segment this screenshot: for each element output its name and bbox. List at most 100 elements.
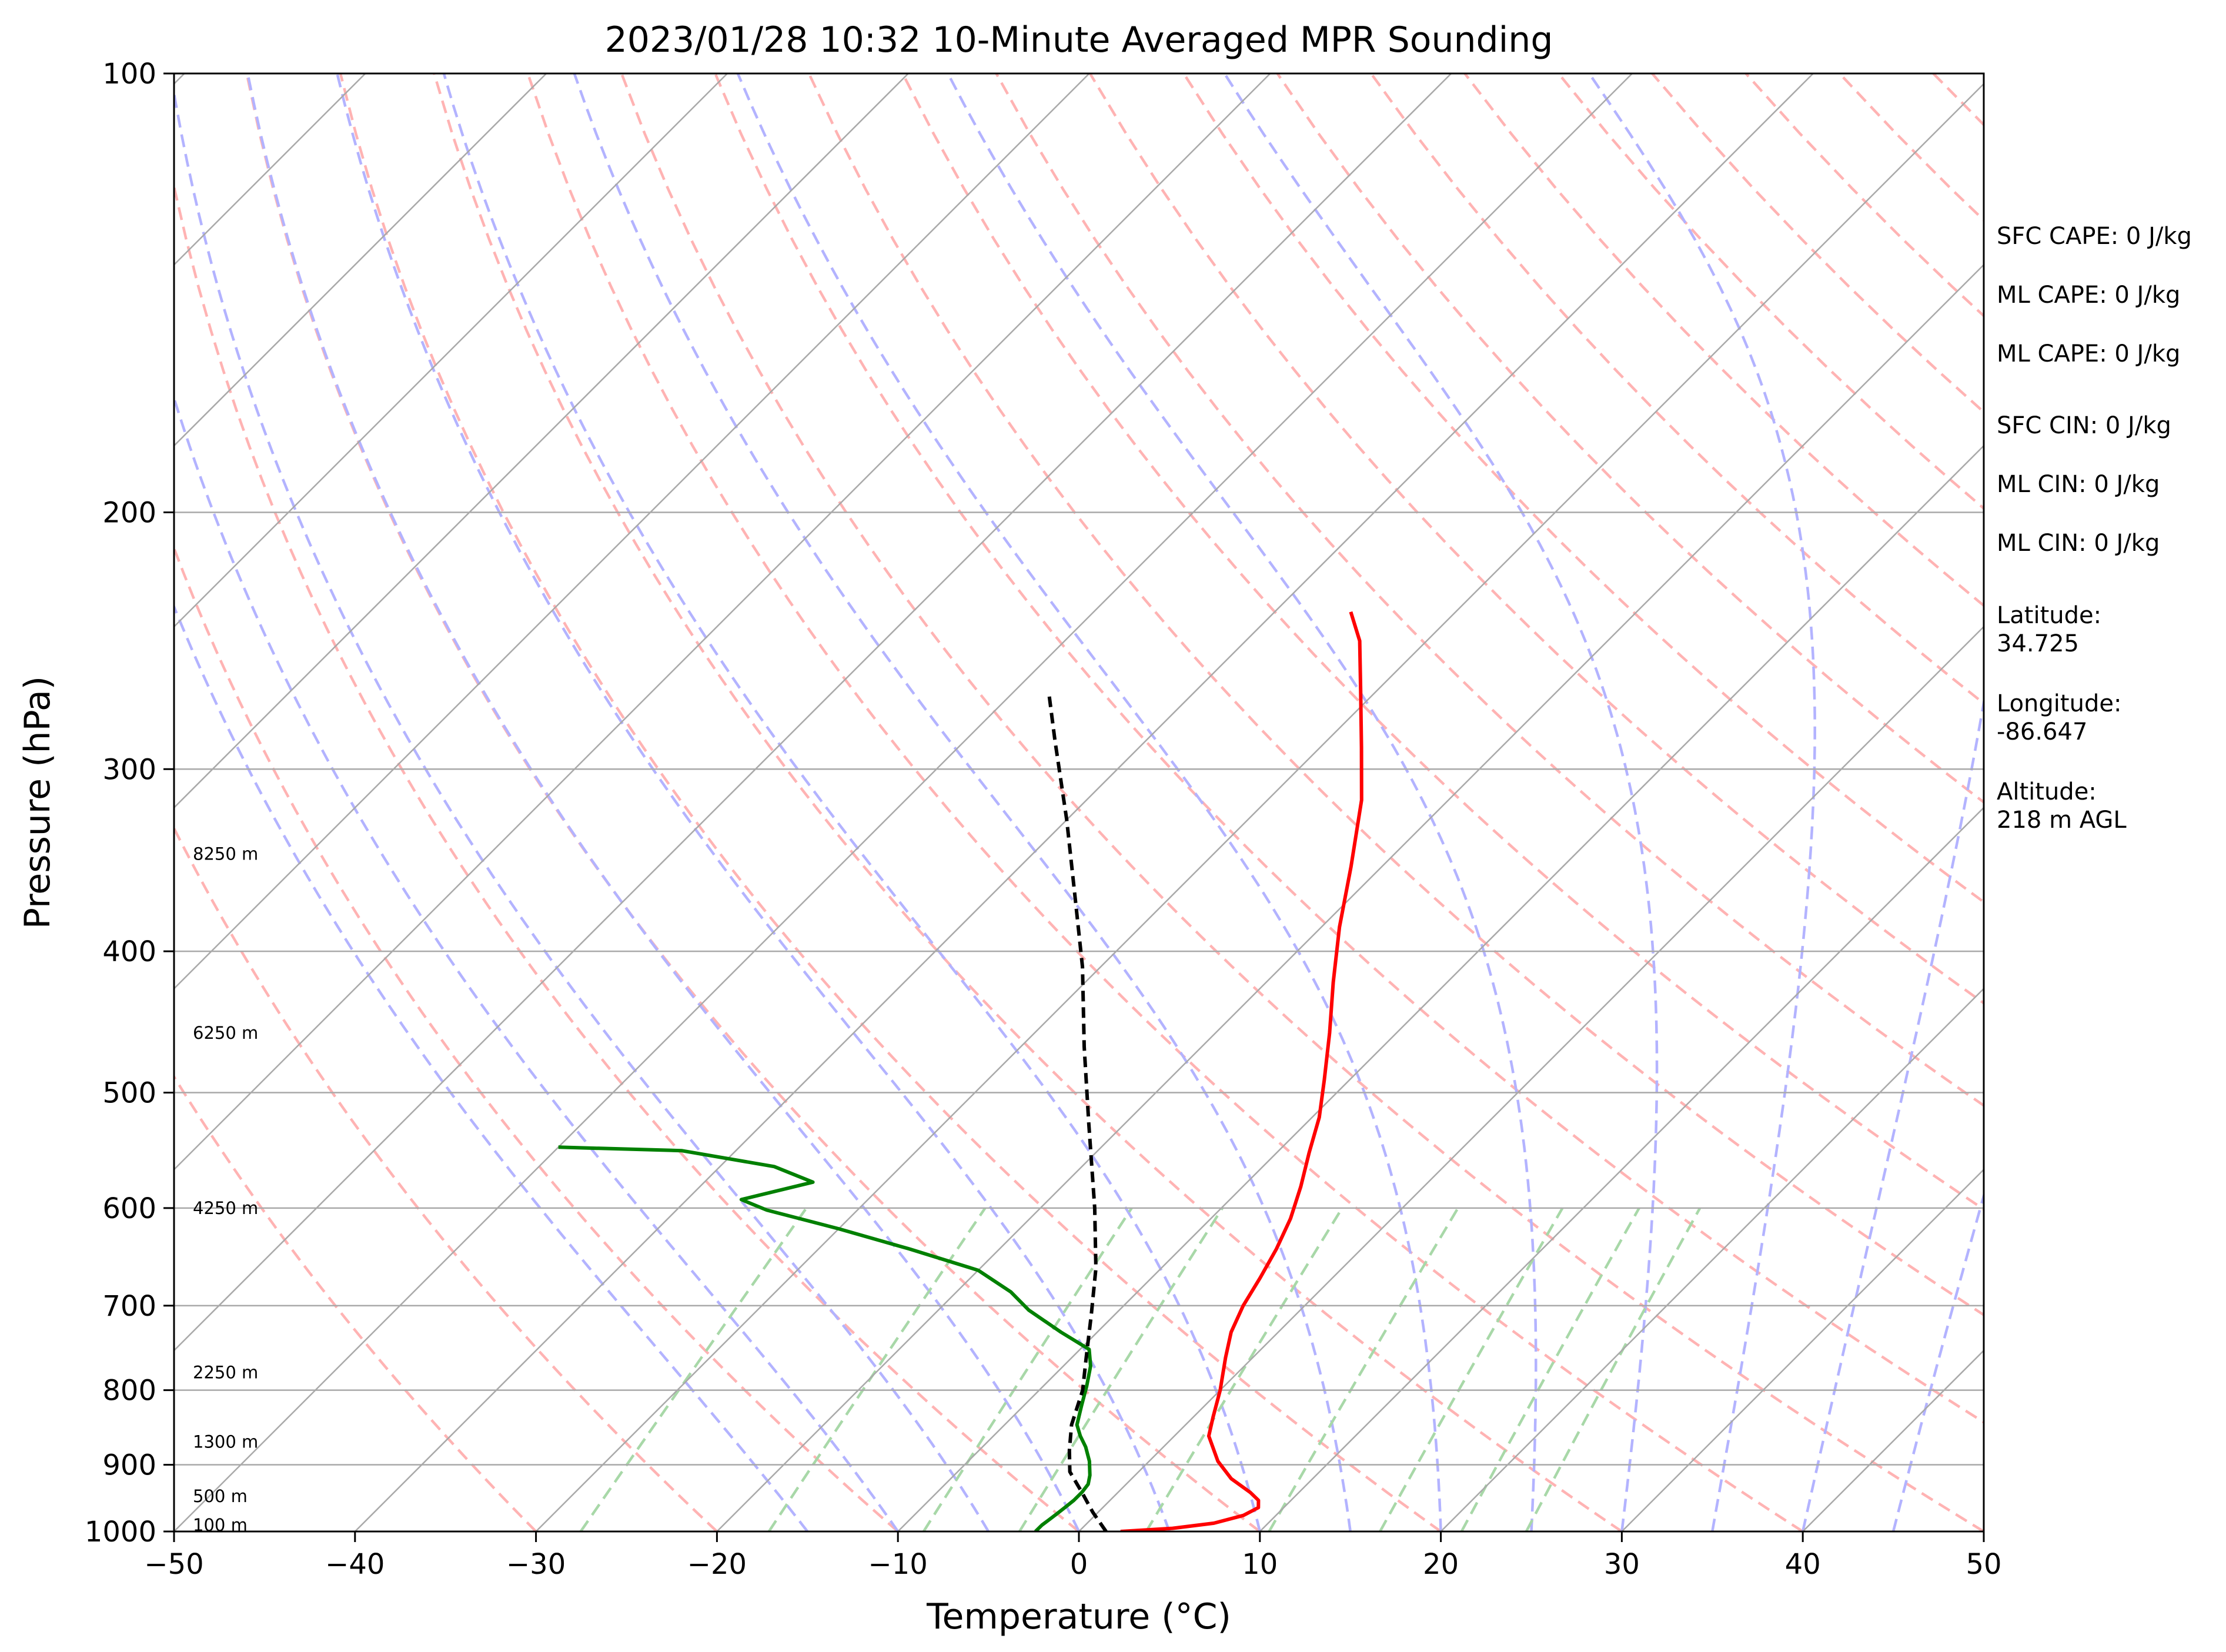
chart-title: 2023/01/28 10:32 10-Minute Averaged MPR … [605,19,1553,61]
y-axis-ticks: 100 200 300 400 500 600 700 800 900 1000 [85,58,174,1549]
y-axis-title: Pressure (hPa) [17,676,58,929]
dry-adiabat-line [901,73,1984,1211]
dry-adiabat-line [714,73,1984,1424]
mixing-ratio-line [1145,1207,1343,1531]
moist-adiabat-line [174,85,990,1531]
dry-adiabat-line [339,73,1442,1531]
isotherm-line [1621,1168,1984,1531]
moist-adiabat-line [442,73,1261,1531]
x-tick-label: −30 [506,1548,566,1581]
mixing-ratio-line [1018,1207,1224,1531]
dry-adiabat-line [1276,73,1984,804]
moist-adiabat-line [336,73,1171,1531]
moist-adiabat-line [246,73,1081,1531]
data-lines [558,611,1363,1531]
height-label: 6250 m [193,1023,258,1043]
moist-adiabat-line [1801,695,1984,1531]
x-tick-label: 30 [1604,1548,1640,1581]
mixing-ratio-line [922,1207,1133,1531]
x-tick-label: −40 [325,1548,385,1581]
isotherm-line [716,263,1984,1531]
longitude-value: -86.647 [1997,718,2087,745]
height-label: 1300 m [193,1432,258,1452]
altitude-value: 218 m AGL [1997,807,2127,834]
isotherm-line [1078,626,1984,1531]
ml-cape-text: ML CAPE: 0 J/kg [1997,282,2180,309]
dry-adiabat-line [174,825,718,1531]
mixing-ratio-line [1525,1207,1702,1531]
x-tick-label: −10 [868,1548,928,1581]
ml-cin-text: ML CIN: 0 J/kg [1997,471,2160,498]
moist-adiabat-line [1891,1190,1984,1531]
height-label: 8250 m [193,844,258,864]
longitude-label: Longitude: [1997,690,2121,717]
dry-adiabat-line [807,73,1984,1317]
dry-adiabat-line [174,180,1080,1531]
moist-adiabat-line [947,73,1538,1531]
moist-adiabat-line [1223,73,1659,1531]
x-tick-label: 50 [1966,1548,2001,1581]
mixing-ratio-line [579,1207,808,1531]
x-tick-label: 0 [1070,1548,1088,1581]
isotherm-line [1259,807,1984,1531]
y-tick-label: 1000 [85,1516,156,1549]
sfc-cape-text: SFC CAPE: 0 J/kg [1997,223,2192,250]
x-tick-label: 10 [1242,1548,1278,1581]
moist-adiabat-line [174,603,809,1531]
dry-adiabat-line [245,73,1261,1531]
parcel-path-line [1047,693,1108,1531]
background-lines [0,73,1984,1531]
isotherm-line [174,73,728,628]
height-label: 4250 m [193,1198,258,1218]
isotherm-line [0,73,4,1531]
y-tick-label: 600 [102,1192,156,1225]
y-tick-label: 800 [102,1375,156,1407]
x-axis-ticks: −50 −40 −30 −20 −10 0 10 20 30 40 50 [144,1531,2002,1581]
latitude-value: 34.725 [1997,630,2079,657]
latitude-label: Latitude: [1997,602,2101,629]
dry-adiabat-line [174,544,899,1531]
y-tick-label: 700 [102,1290,156,1323]
y-tick-label: 400 [102,935,156,968]
x-tick-label: −50 [144,1548,203,1581]
ml-cape-text: ML CAPE: 0 J/kg [1997,340,2180,367]
sfc-cin-text: SFC CIN: 0 J/kg [1997,412,2171,439]
x-tick-label: 20 [1423,1548,1459,1581]
isotherm-line [535,82,1984,1531]
dry-adiabat-line [1182,73,1984,904]
isotherm-line [174,73,1271,1171]
x-axis-title: Temperature (°C) [926,1596,1231,1637]
isotherm-line [174,73,1452,1352]
isotherm-line [174,73,1090,990]
isotherm-line [897,444,1984,1531]
dry-adiabat-line [1370,73,1984,705]
isotherm-line [174,73,1633,1531]
y-tick-label: 200 [102,497,156,530]
ml-cin-text: ML CIN: 0 J/kg [1997,530,2160,557]
x-tick-label: −20 [687,1548,747,1581]
moist-adiabat-line [736,73,1442,1531]
y-tick-label: 900 [102,1449,156,1482]
height-label: 500 m [193,1486,248,1506]
moist-adiabat-line [1588,73,1816,1531]
moist-adiabat-line [174,393,900,1531]
x-tick-label: 40 [1785,1548,1821,1581]
dry-adiabat-line [174,1074,537,1531]
moist-adiabat-line [573,73,1352,1531]
height-label: 2250 m [193,1363,258,1383]
dry-adiabat-line [526,73,1804,1531]
dewpoint-line [558,1145,1092,1531]
temperature-line [1120,611,1363,1531]
isotherm-line [174,73,909,809]
mixing-ratio-line [767,1207,987,1531]
dry-adiabat-line [1088,73,1984,1005]
dry-adiabat-line [620,73,1984,1531]
isotherm-line [174,73,547,447]
isotherm-line [1440,987,1984,1531]
y-tick-label: 300 [102,753,156,786]
info-panel: SFC CAPE: 0 J/kg ML CAPE: 0 J/kg ML CAPE… [1997,223,2192,834]
isotherm-line [354,73,1814,1531]
y-tick-label: 500 [102,1076,156,1109]
altitude-label: Altitude: [1997,778,2097,805]
